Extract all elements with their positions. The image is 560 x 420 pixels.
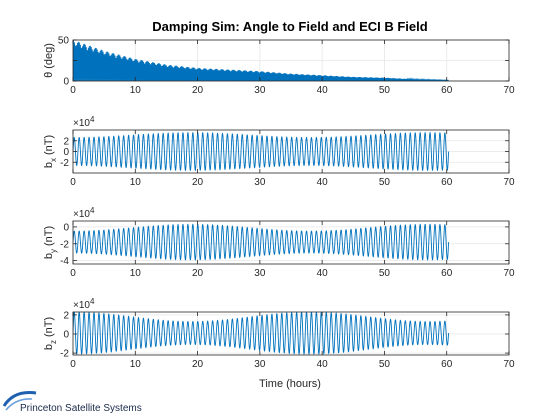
x-tick-label: 30 xyxy=(254,177,266,188)
x-axis-label: Time (hours) xyxy=(259,378,321,390)
x-tick-label: 30 xyxy=(254,359,266,370)
y-axis-label-subscript: z xyxy=(49,340,58,344)
x-tick-label: 20 xyxy=(192,268,204,279)
x-tick-label: 30 xyxy=(254,268,266,279)
x-tick-label: 30 xyxy=(254,85,266,96)
y-axis-label-unit: (nT) xyxy=(43,226,55,249)
x-tick-label: 40 xyxy=(317,268,329,279)
axis-multiplier-exponent: 4 xyxy=(90,206,95,215)
x-tick-label: 50 xyxy=(379,177,391,188)
x-tick-label: 60 xyxy=(441,359,453,370)
x-tick-label: 10 xyxy=(130,268,142,279)
x-tick-label: 50 xyxy=(379,268,391,279)
x-tick-label: 0 xyxy=(70,85,76,96)
x-tick-label: 10 xyxy=(130,85,142,96)
axis-multiplier: ×104 xyxy=(73,297,95,311)
y-tick-label: 0 xyxy=(63,329,69,340)
y-tick-label: 0 xyxy=(63,222,69,233)
axis-multiplier: ×104 xyxy=(73,206,95,220)
y-axis-label-subscript: y xyxy=(49,249,58,253)
x-tick-label: 60 xyxy=(441,85,453,96)
y-tick-label: 50 xyxy=(58,36,70,47)
y-axis-label-main: b xyxy=(43,162,55,168)
y-axis-label-main: b xyxy=(43,344,55,350)
y-axis-label-main: b xyxy=(43,253,55,259)
y-tick-label: -2 xyxy=(60,158,69,169)
axis-multiplier: ×104 xyxy=(73,115,95,129)
y-axis-label-unit: (nT) xyxy=(43,317,55,340)
axis-multiplier-exponent: 4 xyxy=(90,297,95,306)
y-tick-label: -2 xyxy=(60,239,69,250)
y-tick-label: -4 xyxy=(60,256,69,267)
x-tick-label: 10 xyxy=(130,177,142,188)
y-tick-label: 2 xyxy=(63,136,69,147)
x-tick-label: 60 xyxy=(441,177,453,188)
x-tick-label: 70 xyxy=(503,85,515,96)
y-tick-label: 0 xyxy=(63,147,69,158)
axis-multiplier-base: ×10 xyxy=(73,209,90,220)
y-tick-label: -2 xyxy=(60,349,69,360)
series-line xyxy=(73,223,450,261)
brand-text: Princeton Satellite Systems xyxy=(20,403,142,414)
brand-swoosh-accent-icon xyxy=(5,398,33,411)
figure-title: Damping Sim: Angle to Field and ECI B Fi… xyxy=(152,19,427,34)
x-tick-label: 20 xyxy=(192,85,204,96)
axis-multiplier-base: ×10 xyxy=(73,118,90,129)
subplot-3: 0 10 20 30 40 50 60 70 -4 -2 0 by (nT) ×104 xyxy=(43,206,515,279)
series-line xyxy=(73,40,449,81)
x-tick-label: 40 xyxy=(317,177,329,188)
axes-box xyxy=(72,220,510,265)
x-tick-label: 70 xyxy=(503,177,515,188)
x-tick-label: 70 xyxy=(503,268,515,279)
x-tick-label: 70 xyxy=(503,359,515,370)
y-tick-label: 0 xyxy=(63,77,69,88)
x-tick-label: 10 xyxy=(130,359,142,370)
x-tick-label: 40 xyxy=(317,359,329,370)
x-tick-label: 60 xyxy=(441,268,453,279)
y-tick-label: 2 xyxy=(63,310,69,321)
y-axis-label: bz (nT) xyxy=(43,317,58,350)
x-tick-label: 20 xyxy=(192,359,204,370)
axis-multiplier-base: ×10 xyxy=(73,300,90,311)
brand-logo: Princeton Satellite Systems xyxy=(2,391,142,414)
axes-box xyxy=(72,311,510,356)
y-axis-label-unit: (nT) xyxy=(43,135,55,158)
x-tick-label: 0 xyxy=(70,268,76,279)
x-tick-label: 20 xyxy=(192,177,204,188)
y-axis-label-subscript: x xyxy=(49,158,58,162)
axis-multiplier-exponent: 4 xyxy=(90,115,95,124)
x-tick-label: 0 xyxy=(70,359,76,370)
x-tick-label: 50 xyxy=(379,359,391,370)
brand-swoosh-icon xyxy=(2,391,37,407)
x-tick-label: 0 xyxy=(70,177,76,188)
y-axis-label: θ (deg) xyxy=(43,43,55,78)
x-tick-label: 50 xyxy=(379,85,391,96)
series-line xyxy=(73,131,450,172)
x-tick-label: 40 xyxy=(317,85,329,96)
y-axis-label: by (nT) xyxy=(43,226,58,259)
y-axis-label: bx (nT) xyxy=(43,135,58,168)
series-line xyxy=(73,312,450,355)
